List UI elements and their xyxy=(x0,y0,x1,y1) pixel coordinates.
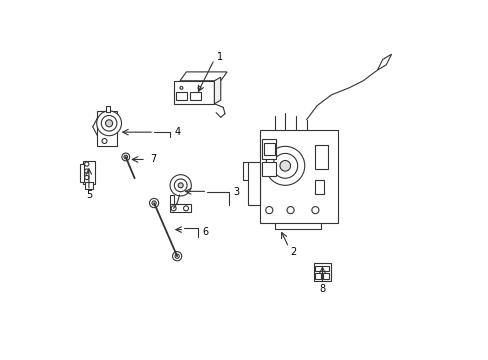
Bar xyxy=(80,164,84,182)
Circle shape xyxy=(124,155,127,159)
Circle shape xyxy=(183,206,188,211)
Bar xyxy=(97,111,117,146)
Circle shape xyxy=(174,179,187,192)
Bar xyxy=(262,139,276,159)
Text: 4: 4 xyxy=(175,127,181,137)
Bar xyxy=(247,162,260,205)
Text: 6: 6 xyxy=(202,227,208,237)
Bar xyxy=(315,180,324,194)
Bar xyxy=(315,266,328,271)
Bar xyxy=(170,195,174,204)
Bar xyxy=(83,161,94,184)
Bar xyxy=(189,92,200,100)
Circle shape xyxy=(272,153,297,178)
Circle shape xyxy=(170,175,191,196)
Circle shape xyxy=(101,116,117,131)
Bar xyxy=(85,183,93,189)
Bar xyxy=(173,81,214,104)
Polygon shape xyxy=(180,72,226,81)
Circle shape xyxy=(84,162,89,166)
Circle shape xyxy=(311,207,318,214)
Circle shape xyxy=(265,146,304,185)
Circle shape xyxy=(171,206,176,211)
Circle shape xyxy=(286,207,293,214)
Circle shape xyxy=(172,252,182,261)
Circle shape xyxy=(178,183,183,188)
Bar xyxy=(260,130,338,222)
Bar xyxy=(262,162,276,176)
Circle shape xyxy=(105,120,112,127)
Polygon shape xyxy=(214,77,220,104)
Text: 7: 7 xyxy=(150,154,157,165)
Bar xyxy=(105,106,110,112)
Bar xyxy=(264,143,274,155)
Text: 8: 8 xyxy=(319,284,325,294)
Bar xyxy=(315,145,327,169)
Circle shape xyxy=(84,175,89,180)
Circle shape xyxy=(84,169,89,173)
Circle shape xyxy=(180,86,183,89)
Bar xyxy=(323,273,328,279)
Polygon shape xyxy=(377,54,391,70)
Circle shape xyxy=(198,86,201,89)
Circle shape xyxy=(97,111,121,136)
Circle shape xyxy=(265,207,272,214)
Text: 5: 5 xyxy=(85,190,92,200)
Bar xyxy=(313,263,331,281)
Circle shape xyxy=(149,198,159,208)
Text: 1: 1 xyxy=(216,51,223,62)
Bar xyxy=(176,92,187,100)
Circle shape xyxy=(152,201,156,205)
Text: 3: 3 xyxy=(233,188,239,197)
Circle shape xyxy=(102,139,107,144)
Bar xyxy=(170,204,191,212)
Circle shape xyxy=(279,161,290,171)
Circle shape xyxy=(175,254,179,258)
Circle shape xyxy=(122,153,129,161)
Bar xyxy=(315,273,321,279)
Text: 2: 2 xyxy=(290,247,296,257)
